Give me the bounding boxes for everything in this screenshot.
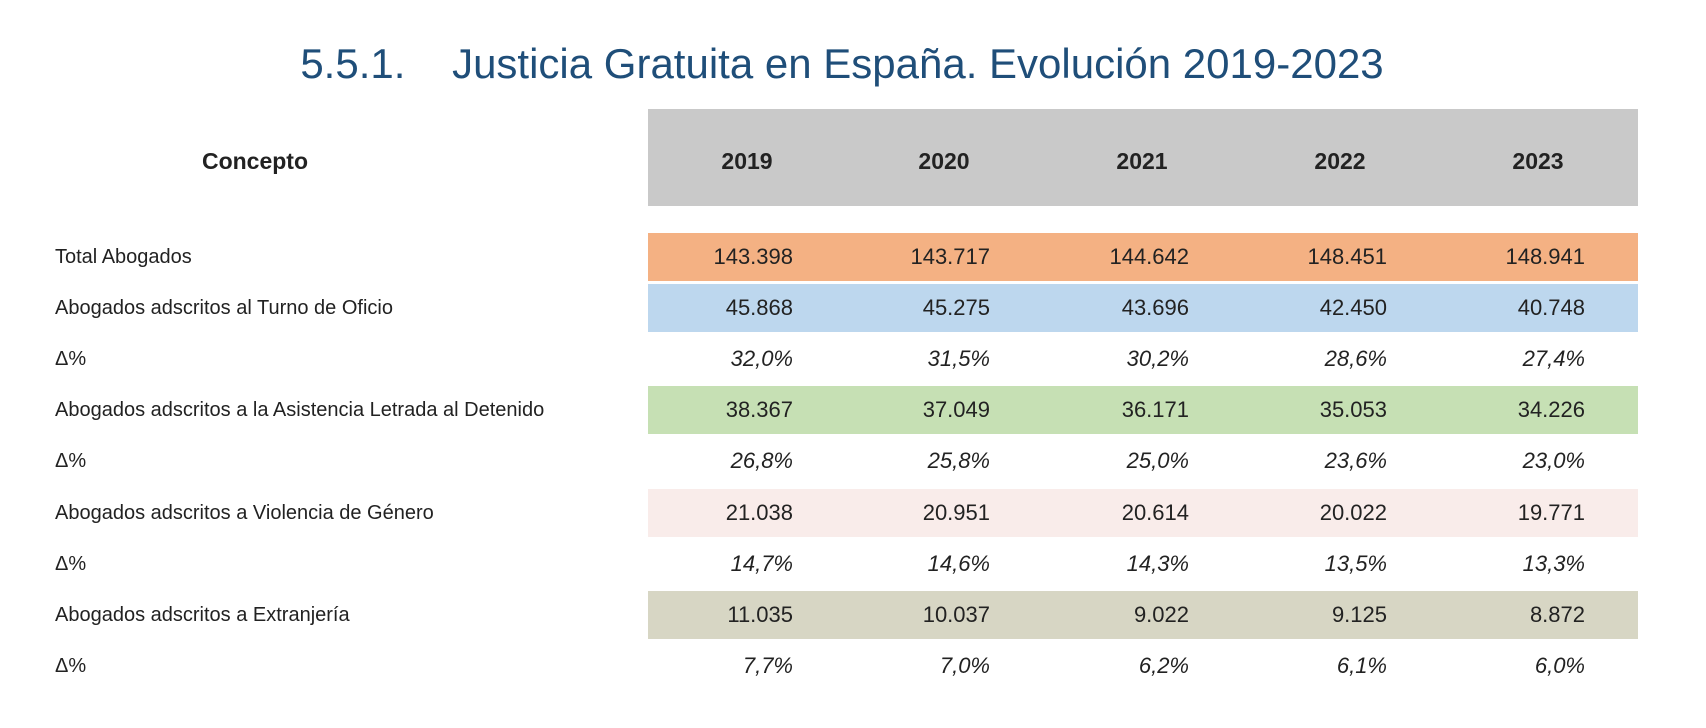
cell-value: 40.748 [1517, 295, 1585, 321]
cell-value: 20.951 [922, 499, 990, 525]
cell-value: 7,0% [939, 652, 990, 678]
row-band [648, 233, 1638, 281]
cell-value: 21.038 [725, 499, 793, 525]
row-label: Δ% [55, 450, 87, 473]
cell-value: 37.049 [922, 397, 990, 423]
column-header: 2023 [1512, 148, 1564, 174]
column-header: Concepto [201, 148, 309, 174]
cell-value: 36.171 [1121, 397, 1189, 423]
cell-value: 9.022 [1133, 601, 1189, 627]
row-band [648, 284, 1638, 333]
cell-value: 23,6% [1324, 448, 1387, 474]
column-header: 2021 [1116, 148, 1168, 174]
cell-value: 6,1% [1336, 652, 1387, 678]
cell-value: 14,3% [1126, 550, 1189, 576]
cell-value: 31,5% [927, 346, 990, 372]
cell-value: 25,8% [927, 448, 990, 474]
cell-value: 10.037 [922, 601, 990, 627]
row-band [648, 488, 1638, 537]
cell-value: 14,6% [927, 550, 990, 576]
cell-value: 9.125 [1331, 601, 1387, 627]
row-label: Total Abogados [55, 246, 192, 268]
cell-value: 8.872 [1529, 601, 1585, 627]
cell-value: 35.053 [1319, 397, 1387, 423]
cell-value: 30,2% [1126, 346, 1189, 372]
row-label: Abogados adscritos a Violencia de Género [55, 501, 434, 524]
cell-value: 43.696 [1121, 295, 1189, 321]
cell-value: 25,0% [1126, 448, 1189, 474]
cell-value: 143.398 [713, 244, 793, 269]
row-label: Δ% [55, 552, 87, 575]
cell-value: 19.771 [1517, 499, 1585, 525]
cell-value: 28,6% [1324, 346, 1387, 372]
row-band [648, 386, 1638, 435]
column-header: 2019 [721, 148, 773, 174]
row-band [648, 590, 1638, 639]
cell-value: 13,3% [1522, 550, 1585, 576]
cell-value: 148.941 [1505, 244, 1585, 269]
cell-value: 45.868 [725, 295, 793, 321]
cell-value: 23,0% [1522, 448, 1585, 474]
cell-value: 42.450 [1319, 295, 1387, 321]
row-label: Δ% [55, 654, 87, 677]
cell-value: 143.717 [910, 244, 990, 269]
cell-value: 26,8% [730, 448, 793, 474]
header-band [648, 109, 1638, 206]
row-label: Abogados adscritos a la Asistencia Letra… [55, 399, 545, 422]
cell-value: 20.614 [1121, 499, 1189, 525]
row-label: Abogados adscritos a Extranjería [55, 603, 350, 626]
column-header: 2022 [1314, 148, 1366, 174]
title: 5.5.1. Justicia Gratuita en España. Evol… [300, 40, 1384, 87]
cell-value: 144.642 [1109, 244, 1189, 269]
cell-value: 7,7% [742, 652, 793, 678]
row-label: Δ% [55, 348, 87, 371]
cell-value: 32,0% [730, 346, 793, 372]
cell-value: 6,2% [1138, 652, 1189, 678]
column-header: 2020 [918, 148, 970, 174]
cell-value: 45.275 [922, 295, 990, 321]
cell-value: 11.035 [727, 601, 793, 627]
cell-value: 13,5% [1324, 550, 1387, 576]
cell-value: 27,4% [1522, 346, 1585, 372]
cell-value: 14,7% [730, 550, 793, 576]
cell-value: 20.022 [1319, 499, 1387, 525]
row-label: Abogados adscritos al Turno de Oficio [55, 297, 393, 320]
cell-value: 6,0% [1534, 652, 1585, 678]
cell-value: 148.451 [1307, 244, 1387, 269]
cell-value: 38.367 [725, 397, 793, 423]
cell-value: 34.226 [1517, 397, 1585, 423]
